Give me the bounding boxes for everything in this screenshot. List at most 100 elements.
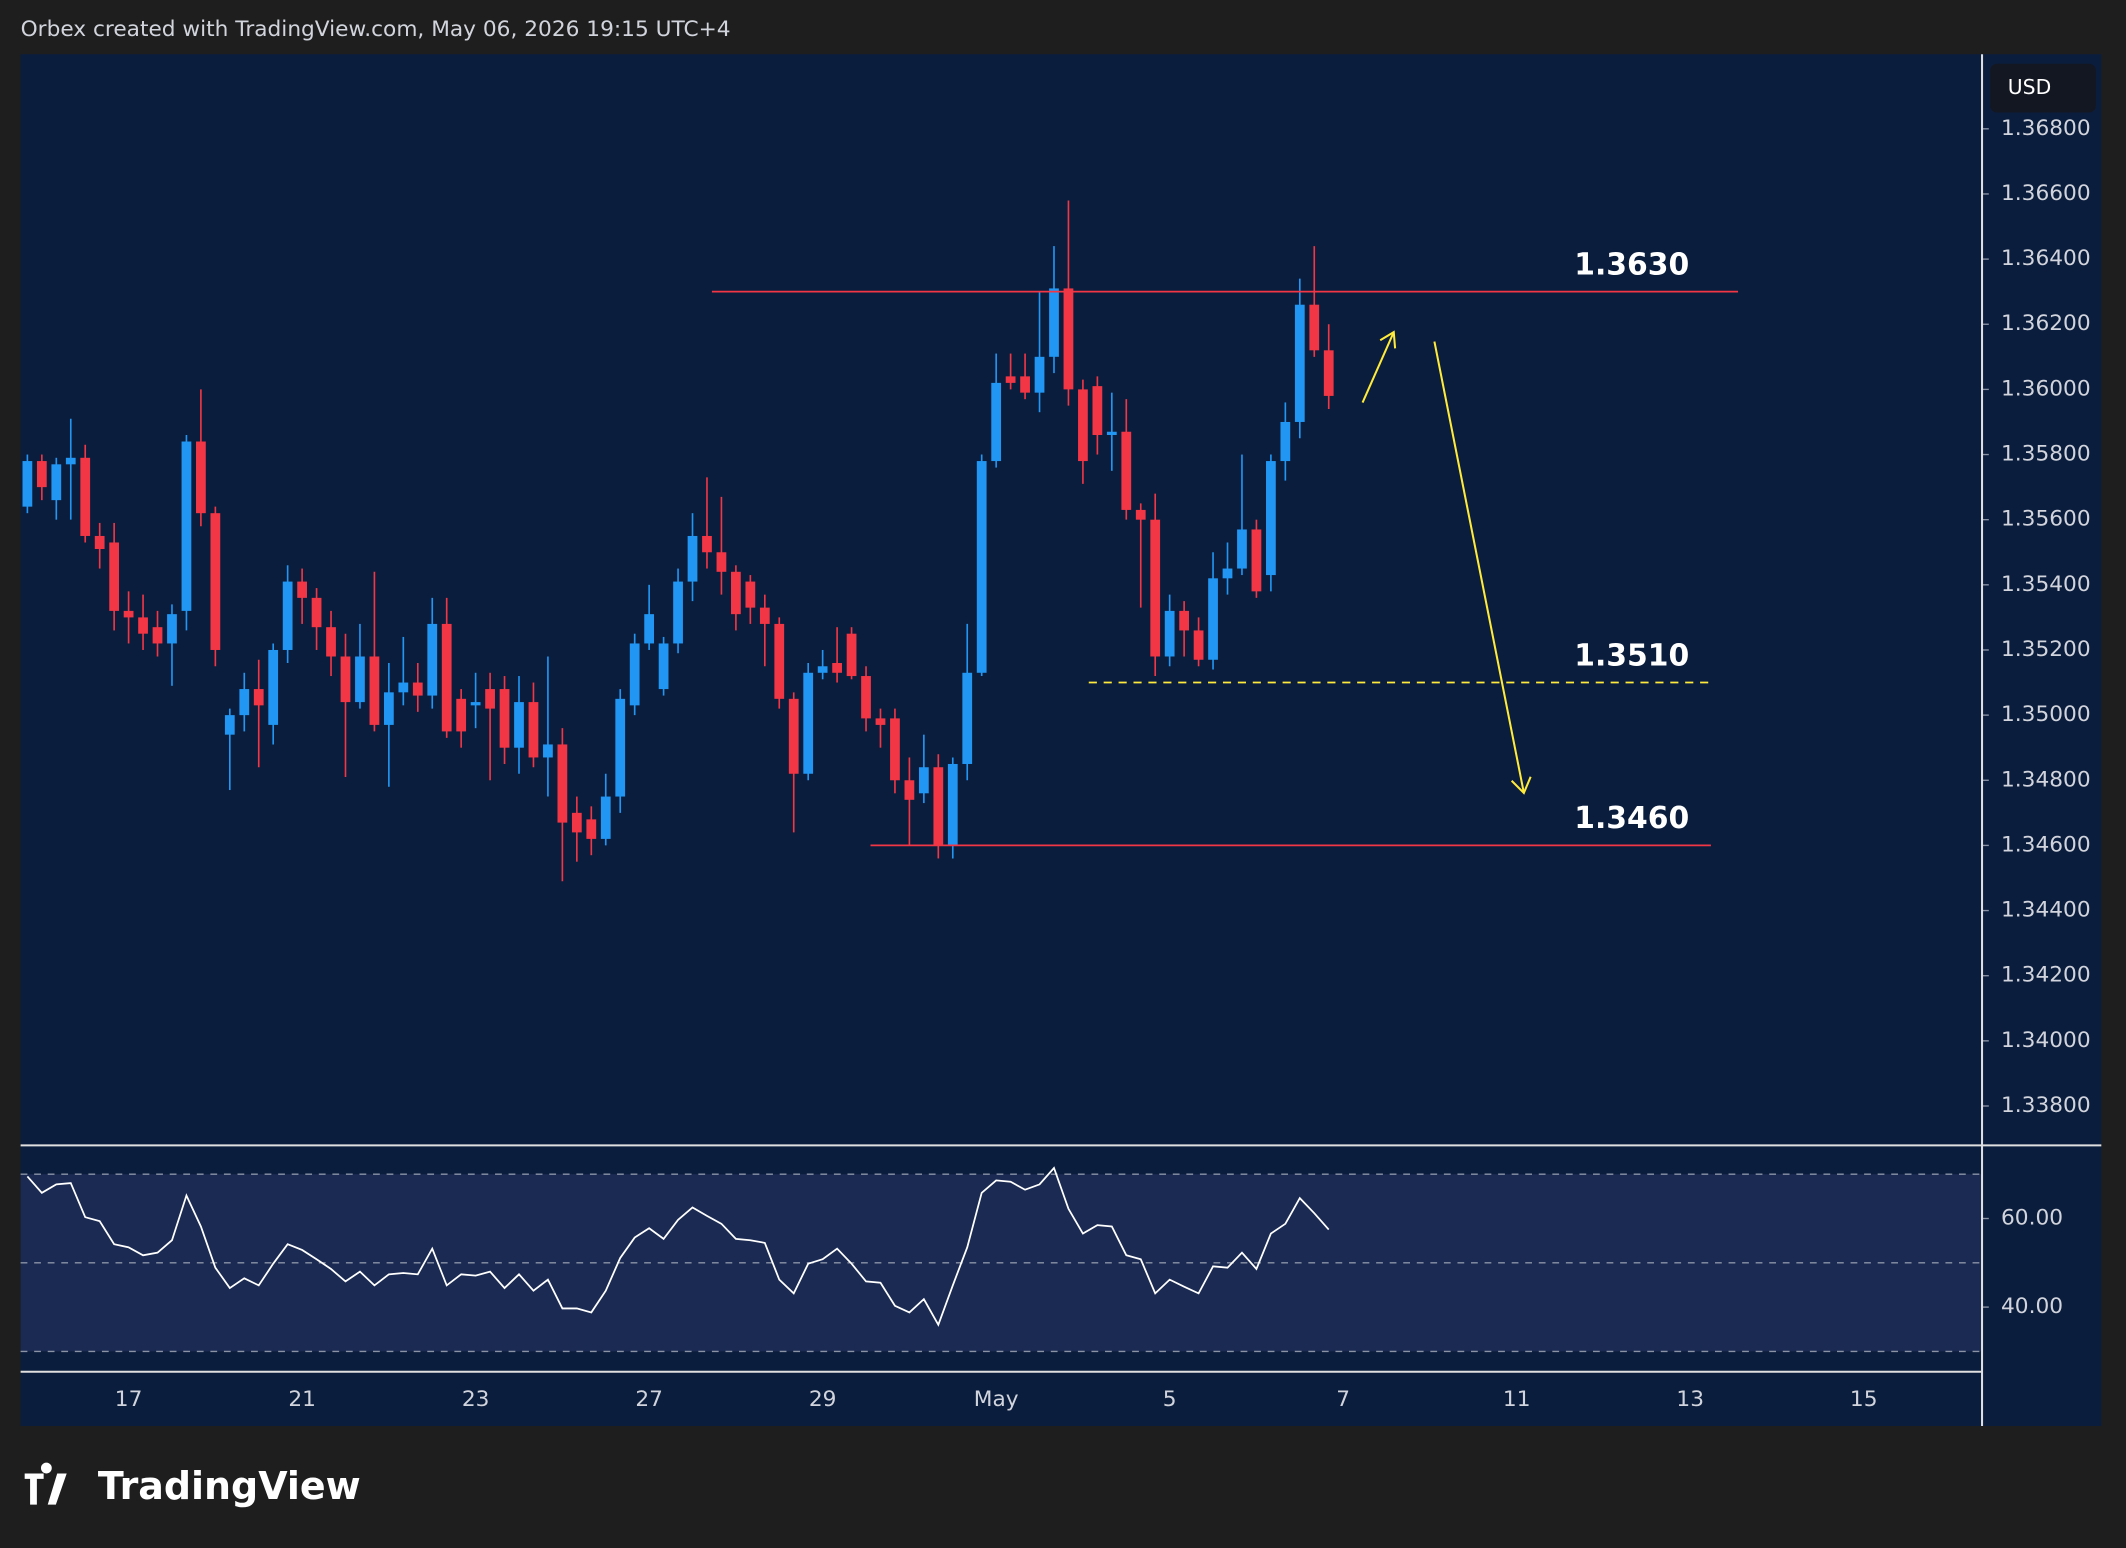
y-tick-label: 1.36600	[2001, 181, 2091, 206]
arrow-head	[1510, 776, 1532, 795]
candle-body	[962, 672, 973, 764]
x-tick-label: 5	[1163, 1387, 1177, 1412]
candle-body	[1208, 578, 1218, 660]
candle-body	[1193, 630, 1204, 660]
candle-body	[196, 441, 206, 514]
candle-body	[1251, 529, 1262, 592]
candle-body	[297, 581, 307, 598]
candle-body	[947, 763, 958, 846]
candle-body	[817, 666, 828, 673]
candle-body	[702, 535, 712, 553]
y-tick-label: 1.34000	[2001, 1028, 2091, 1053]
candle-body	[1106, 431, 1117, 435]
candle-body	[311, 597, 322, 628]
x-tick-label: 15	[1850, 1387, 1878, 1412]
candle-body	[1063, 288, 1074, 390]
candle-body	[65, 457, 76, 465]
candle-body	[51, 464, 62, 501]
candle-body	[224, 715, 235, 735]
y-tick-label: 1.35800	[2001, 442, 2091, 467]
x-tick-label: 7	[1336, 1387, 1350, 1412]
candle-body	[571, 812, 582, 833]
candle-body	[543, 744, 553, 758]
arrow-head	[1379, 330, 1397, 349]
candle-body	[1309, 304, 1320, 351]
candle-body	[138, 617, 148, 634]
candle-body	[846, 633, 857, 677]
y-tick-label: 1.36800	[2001, 116, 2091, 141]
candle-body	[441, 623, 452, 732]
y-tick-label: 1.34200	[2001, 963, 2091, 988]
plot-layer: 1.36800 1.36600 1.36400 1.36200 1.36000 1.358…	[20, 116, 2091, 1412]
candle-body	[1323, 350, 1334, 396]
x-tick-label: 17	[115, 1387, 143, 1412]
candle-body	[1164, 610, 1175, 657]
header-text: Orbex created with TradingView.com, May …	[21, 17, 731, 42]
candle-body	[788, 698, 799, 774]
candle-body	[355, 656, 365, 703]
candle-body	[875, 718, 886, 725]
candle-body	[499, 689, 510, 748]
level-label: 1.3630	[1574, 247, 1689, 282]
candle-body	[1049, 288, 1059, 357]
candle-body	[210, 513, 221, 650]
candle-body	[80, 457, 91, 536]
candle-body	[557, 744, 568, 823]
candle-body	[991, 382, 1002, 462]
level-label: 1.3510	[1574, 638, 1689, 673]
candle-body	[109, 542, 120, 611]
candle-body	[658, 643, 669, 690]
candle-body	[1150, 519, 1161, 657]
candle-body	[1121, 431, 1132, 510]
candle-body	[615, 698, 626, 797]
candle-body	[470, 702, 481, 706]
arrows	[1361, 330, 1532, 795]
candle-body	[383, 692, 394, 725]
candle-body	[181, 441, 192, 611]
x-tick-label: May	[974, 1387, 1019, 1412]
candle-body	[1092, 386, 1103, 435]
candle-body	[167, 614, 177, 644]
candle-body	[716, 552, 727, 572]
candle-body	[673, 581, 683, 644]
candle-body	[152, 627, 163, 644]
y-tick-label: 1.36200	[2001, 311, 2091, 336]
y-tick-label: 40.00	[2001, 1294, 2063, 1319]
y-tick-label: 1.34400	[2001, 898, 2091, 923]
x-tick-label: 13	[1676, 1387, 1704, 1412]
candle-body	[890, 718, 900, 781]
candle-body	[123, 610, 134, 618]
x-tick-label: 21	[288, 1387, 316, 1412]
logo-text: TradingView	[98, 1464, 361, 1508]
candle-body	[1179, 610, 1190, 631]
candle-body	[22, 461, 33, 507]
candle-body	[644, 614, 655, 644]
y-tick-label: 1.34800	[2001, 767, 2091, 792]
x-tick-label: 11	[1503, 1387, 1531, 1412]
candle-body	[369, 656, 380, 725]
candle-body	[1222, 568, 1233, 579]
candle-body	[485, 689, 495, 709]
y-tick-label: 1.36400	[2001, 246, 2091, 271]
candle-body	[803, 672, 814, 774]
candle-body	[687, 535, 698, 582]
currency-box	[1990, 63, 2096, 113]
candle-body	[933, 767, 944, 846]
candle-body	[861, 676, 871, 719]
candle-body	[1237, 529, 1247, 569]
candle-body	[629, 643, 640, 706]
y-tick-label: 1.35400	[2001, 572, 2091, 597]
candle-body	[774, 623, 785, 699]
level-label: 1.3460	[1574, 801, 1689, 836]
candle-body	[731, 571, 741, 615]
x-tick-label: 23	[462, 1387, 490, 1412]
candle-body	[412, 682, 423, 696]
candle-body	[340, 656, 351, 703]
candle-body	[253, 689, 264, 706]
candle-body	[759, 607, 770, 624]
candle-body	[1266, 461, 1276, 576]
y-tick-label: 60.00	[2001, 1206, 2063, 1231]
arrow-up	[1361, 331, 1395, 403]
candle-body	[456, 698, 467, 732]
